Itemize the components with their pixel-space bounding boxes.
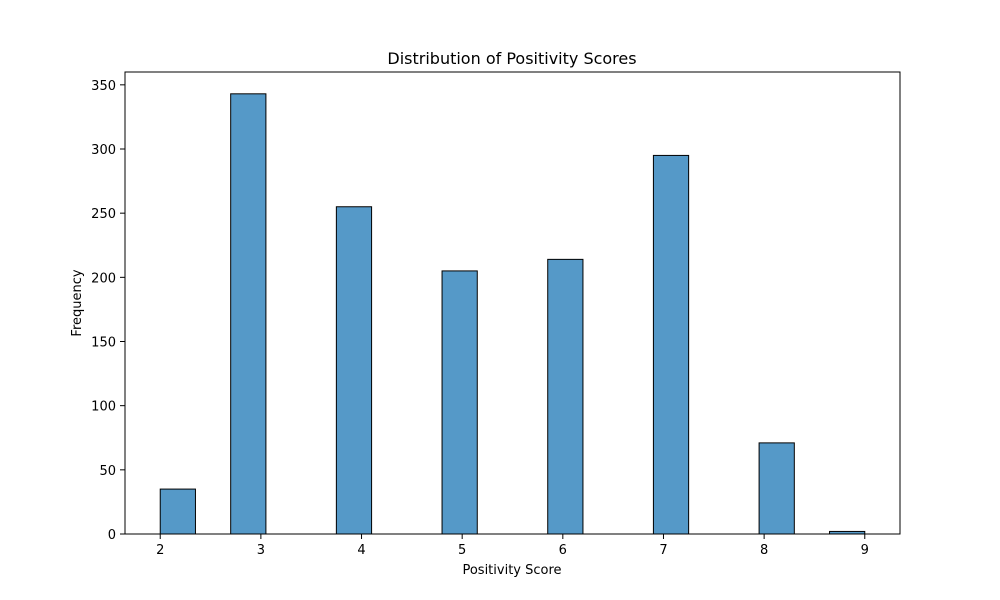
bar-0 (159, 488, 196, 535)
x-axis: 2 3 4 5 6 7 8 9 (156, 534, 869, 558)
y-axis: 0 50 100 150 200 250 300 350 (91, 79, 125, 543)
y-tick-label: 50 (99, 464, 116, 479)
bar-1 (230, 93, 267, 535)
bar-2 (335, 206, 373, 535)
bar-5 (652, 154, 690, 535)
y-tick-label: 150 (91, 336, 116, 351)
y-axis-label: Frequency (70, 269, 85, 336)
y-tick-label: 200 (91, 271, 116, 286)
bar-6 (758, 442, 795, 535)
y-tick-label: 250 (91, 207, 116, 222)
y-tick-label: 350 (91, 79, 116, 94)
x-tick-label: 3 (257, 543, 265, 558)
x-tick-label: 5 (458, 543, 466, 558)
y-tick-label: 300 (91, 143, 116, 158)
plot-frame (124, 71, 901, 535)
chart-title: Distribution of Positivity Scores (387, 49, 636, 68)
y-tick-label: 0 (108, 528, 116, 543)
x-tick-label: 6 (559, 543, 567, 558)
x-axis-label: Positivity Score (462, 563, 561, 578)
x-tick-label: 4 (357, 543, 365, 558)
bar-3 (441, 270, 478, 535)
bars-group (159, 93, 866, 535)
x-tick-label: 7 (659, 543, 667, 558)
y-tick-label: 100 (91, 400, 116, 415)
bar-4 (547, 258, 584, 535)
x-tick-label: 9 (861, 543, 869, 558)
x-tick-label: 8 (760, 543, 768, 558)
x-tick-label: 2 (156, 543, 164, 558)
